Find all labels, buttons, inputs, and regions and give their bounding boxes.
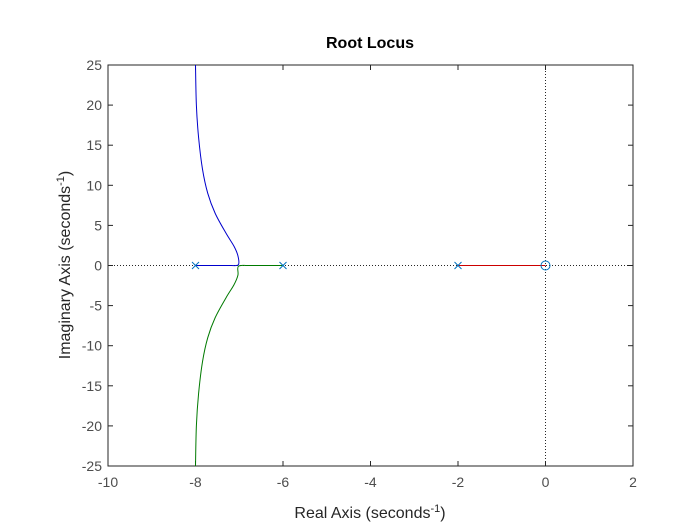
y-axis-label-superscript: -1	[55, 176, 67, 186]
y-tick-label: 5	[94, 217, 102, 233]
y-axis-label: Imaginary Axis (seconds-1)	[55, 171, 74, 360]
y-tick-label: 25	[86, 57, 102, 73]
x-axis-label-text: Real Axis (seconds	[294, 505, 430, 522]
x-tick-label: 0	[542, 474, 550, 490]
pole-marker	[279, 261, 287, 270]
x-axis-label-superscript: -1	[430, 503, 440, 515]
y-tick-label: -10	[82, 338, 102, 354]
locus-branch-1	[195, 64, 240, 267]
y-tick-label: 0	[94, 258, 102, 274]
y-tick-label: 10	[86, 177, 102, 193]
axis-ticks	[107, 64, 634, 467]
x-tick-label: -6	[277, 474, 290, 490]
x-tick-label: 2	[629, 474, 637, 490]
pole-marker	[454, 261, 462, 270]
x-tick-label: -8	[189, 474, 202, 490]
y-tick-label: -15	[82, 378, 102, 394]
pole-marker	[191, 261, 200, 270]
y-axis-label-text: Imaginary Axis (seconds	[57, 186, 74, 359]
y-axis-label-close: )	[57, 171, 74, 176]
pole-zero-markers	[191, 260, 551, 271]
locus-branch-2	[195, 264, 283, 467]
x-tick-label: -10	[98, 474, 118, 490]
x-axis-label-close: )	[440, 505, 445, 522]
y-tick-label: -20	[82, 418, 102, 434]
x-tick-label: -4	[364, 474, 377, 490]
y-tick-label: -25	[82, 458, 102, 474]
x-tick-label: -2	[452, 474, 465, 490]
locus-branches	[195, 64, 546, 467]
y-tick-label: -5	[90, 298, 103, 314]
zero-marker	[540, 260, 551, 271]
y-tick-label: 15	[86, 137, 102, 153]
y-tick-label: 20	[86, 97, 102, 113]
x-axis-label: Real Axis (seconds-1)	[294, 503, 445, 522]
chart-title: Root Locus	[326, 35, 414, 52]
